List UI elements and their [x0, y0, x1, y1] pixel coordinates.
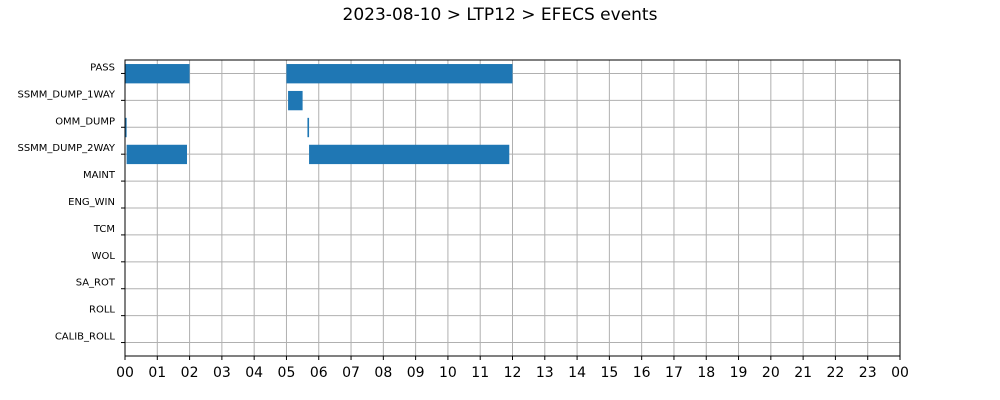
axis-ticks: 00 01 02 03 04 05 06 07 08 09 10 11 12 13 14 15 16 17 18 19…	[17, 62, 908, 381]
y-tick-label: SSMM_DUMP_1WAY	[17, 89, 115, 100]
event-bar	[307, 117, 310, 138]
y-tick-label: SSMM_DUMP_2WAY	[17, 143, 115, 154]
y-tick-label: PASS	[90, 62, 115, 73]
x-tick-label: 10	[439, 365, 457, 381]
x-tick-label: 07	[342, 365, 360, 381]
x-tick-label: 19	[730, 365, 748, 381]
x-tick-label: 05	[278, 365, 296, 381]
event-bar	[309, 144, 510, 165]
y-tick-label: MAINT	[83, 170, 116, 181]
x-tick-label: 21	[794, 365, 812, 381]
x-tick-label: 08	[374, 365, 392, 381]
x-tick-label: 22	[827, 365, 845, 381]
y-tick-label: OMM_DUMP	[55, 116, 115, 127]
event-bar	[286, 64, 513, 84]
y-tick-label: ENG_WIN	[68, 197, 115, 208]
x-tick-label: 02	[181, 365, 199, 381]
y-tick-label: TCM	[93, 224, 115, 235]
x-tick-label: 17	[665, 365, 683, 381]
event-bars	[125, 64, 513, 165]
x-tick-label: 00	[891, 365, 909, 381]
y-tick-label: ROLL	[89, 305, 115, 316]
x-tick-label: 16	[633, 365, 651, 381]
x-tick-label: 20	[762, 365, 780, 381]
x-tick-label: 00	[116, 365, 134, 381]
x-tick-label: 09	[407, 365, 425, 381]
event-bar	[125, 117, 127, 138]
x-tick-label: 04	[245, 365, 263, 381]
y-tick-label: WOL	[92, 251, 116, 262]
x-tick-label: 01	[148, 365, 166, 381]
grid	[124, 60, 901, 356]
x-tick-label: 03	[213, 365, 231, 381]
x-tick-label: 11	[471, 365, 489, 381]
event-bar	[126, 144, 187, 165]
y-tick-label: SA_ROT	[76, 278, 116, 289]
x-tick-label: 06	[310, 365, 328, 381]
y-tick-label: CALIB_ROLL	[55, 332, 116, 343]
x-tick-label: 14	[568, 365, 586, 381]
x-tick-label: 15	[600, 365, 618, 381]
event-bar	[288, 90, 303, 111]
chart-title: 2023-08-10 > LTP12 > EFECS events	[342, 5, 658, 25]
event-bar	[125, 64, 190, 84]
x-tick-label: 12	[504, 365, 522, 381]
x-tick-label: 13	[536, 365, 554, 381]
x-tick-label: 23	[859, 365, 877, 381]
x-tick-label: 18	[697, 365, 715, 381]
